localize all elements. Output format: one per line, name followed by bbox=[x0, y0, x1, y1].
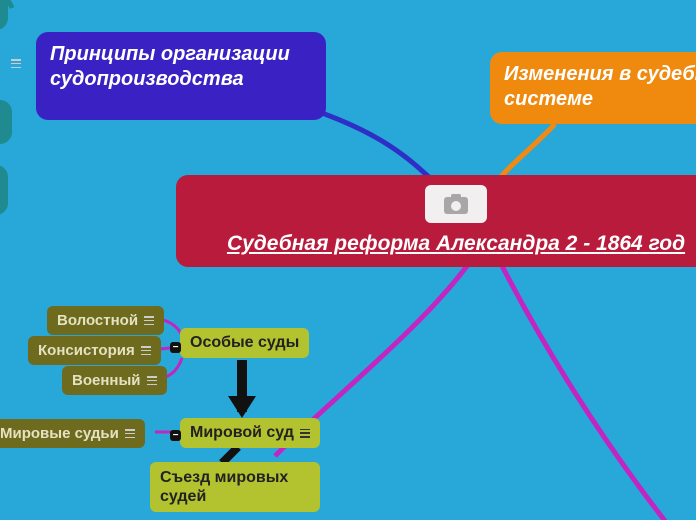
hamburger-toggle-top[interactable] bbox=[10, 58, 21, 69]
voenny-expand-icon[interactable] bbox=[147, 376, 157, 385]
toggle-minus-2[interactable]: − bbox=[170, 430, 181, 441]
teal-fragment-bottom[interactable] bbox=[0, 165, 8, 215]
mirovoy-expand-icon[interactable] bbox=[300, 429, 310, 438]
node-mirovoy[interactable]: Мировой суд bbox=[180, 418, 320, 448]
teal-fragment-mid[interactable]: а bbox=[0, 100, 12, 144]
konsistoriya-label: Консистория bbox=[38, 342, 135, 359]
node-sezd[interactable]: Съезд мировых судей bbox=[150, 462, 320, 512]
toggle-minus-1[interactable]: − bbox=[170, 342, 181, 353]
mirovye-label: Мировые судьи bbox=[0, 425, 119, 442]
central-image-icon bbox=[425, 185, 487, 223]
mirovoy-label: Мировой суд bbox=[190, 424, 294, 442]
arrow-mirovoy-sezd-shaft bbox=[222, 447, 238, 463]
node-volostnoy[interactable]: Волостной bbox=[47, 306, 164, 335]
node-mirovye-sudi[interactable]: Мировые судьи bbox=[0, 419, 145, 448]
node-changes[interactable]: Изменения в судебной системе bbox=[490, 52, 696, 124]
teal-fragment-top[interactable] bbox=[0, 0, 8, 30]
konsistoriya-expand-icon[interactable] bbox=[141, 346, 151, 355]
sezd-label: Съезд мировых судей bbox=[160, 468, 310, 506]
volostnoy-expand-icon[interactable] bbox=[144, 316, 154, 325]
connector-right-down bbox=[500, 262, 680, 520]
arrow-osobye-mirovoy-head bbox=[228, 396, 256, 418]
principles-label: Принципы организации судопроизводства bbox=[50, 43, 290, 90]
osobye-label: Особые суды bbox=[190, 334, 299, 352]
node-principles[interactable]: Принципы организации судопроизводства bbox=[36, 32, 326, 120]
node-osobye[interactable]: Особые суды bbox=[180, 328, 309, 358]
mirovye-expand-icon[interactable] bbox=[125, 429, 135, 438]
connector-changes bbox=[500, 124, 555, 178]
central-title: Судебная реформа Александра 2 - 1864 год bbox=[227, 231, 685, 257]
node-central[interactable]: Судебная реформа Александра 2 - 1864 год bbox=[176, 175, 696, 267]
voenny-label: Военный bbox=[72, 372, 141, 389]
volostnoy-label: Волостной bbox=[57, 312, 138, 329]
node-voenny[interactable]: Военный bbox=[62, 366, 167, 395]
node-konsistoriya[interactable]: Консистория bbox=[28, 336, 161, 365]
changes-label: Изменения в судебной системе bbox=[504, 63, 696, 110]
